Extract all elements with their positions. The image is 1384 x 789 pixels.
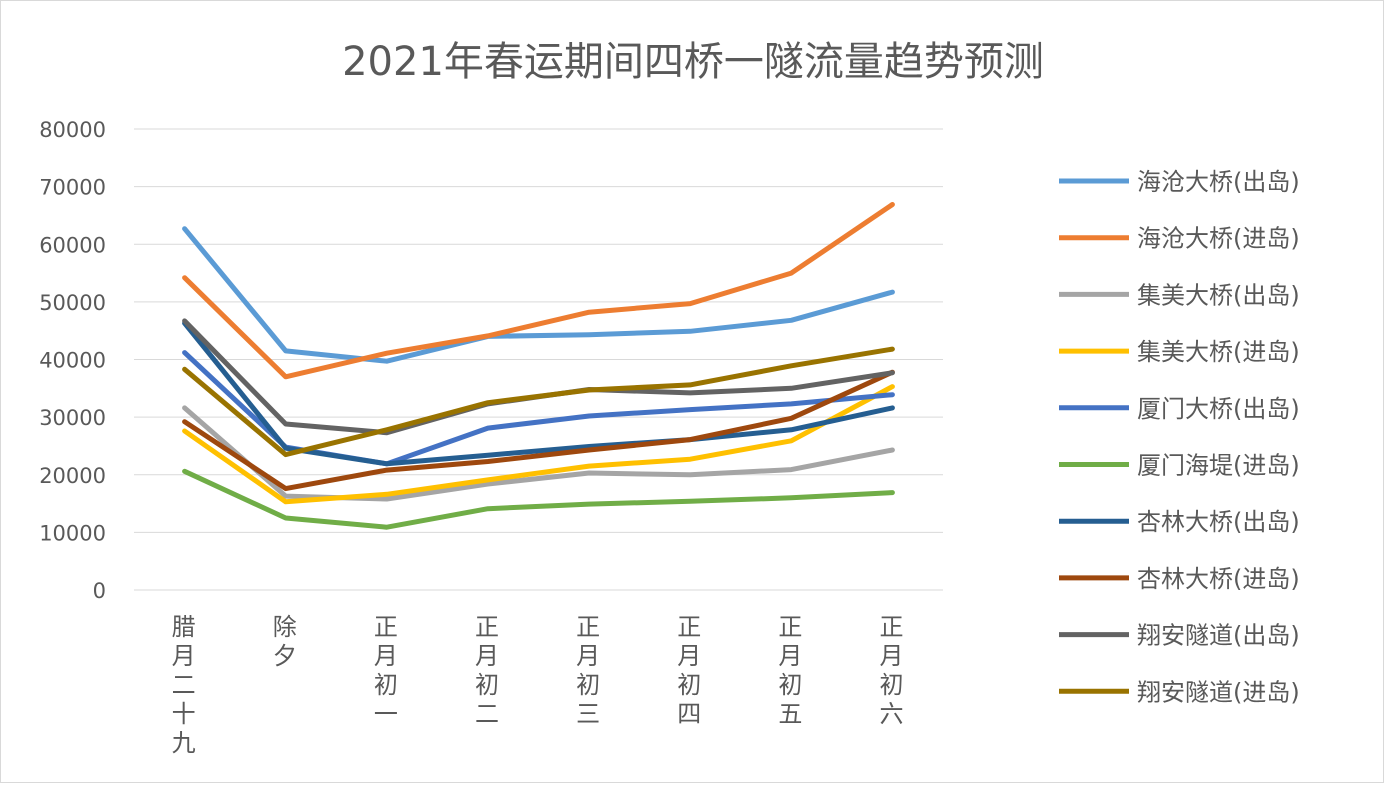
y-tick-label: 10000 [39,521,106,545]
series-line [182,346,895,458]
y-tick-label: 40000 [39,349,106,373]
legend-label: 厦门海堤(进岛) [1137,452,1300,480]
series-line [182,405,895,502]
y-tick-label: 50000 [39,291,106,315]
legend-label: 海沧大桥(进岛) [1137,225,1300,253]
y-tick-label: 30000 [39,406,106,430]
series-line [182,226,895,364]
x-tick-label: 正月初二 [475,613,499,728]
chart-title: 2021年春运期间四桥一隧流量趋势预测 [342,39,1044,85]
x-tick-label: 正月初一 [374,613,398,728]
legend-label: 翔安隧道(进岛) [1137,678,1300,706]
x-tick-label: 正月初五 [778,613,802,728]
legend-label: 海沧大桥(出岛) [1137,168,1300,196]
x-tick-label: 正月初四 [677,613,701,728]
x-tick-label: 正月初三 [576,613,600,728]
legend-label: 翔安隧道(出岛) [1137,622,1300,650]
y-tick-label: 70000 [39,176,106,200]
y-tick-label: 60000 [39,233,106,257]
x-tick-label: 腊月二十九 [172,613,196,757]
y-axis-ticks: 0 10000 20000 30000 40000 50000 60000 70000 8000… [39,118,106,603]
y-tick-label: 80000 [39,118,106,142]
legend-label: 厦门大桥(出岛) [1137,395,1300,423]
plot-area [182,202,895,530]
y-tick-label: 20000 [39,464,106,488]
x-tick-label: 正月初六 [879,613,903,728]
legend: 海沧大桥(出岛) 海沧大桥(进岛) 集美大桥(出岛) 集美大桥(进岛) 厦门大桥(出岛)… [1059,168,1300,706]
legend-label: 杏林大桥(出岛) [1137,508,1300,536]
legend-label: 集美大桥(出岛) [1137,281,1300,309]
series-line [182,384,895,505]
series-line [182,202,895,380]
x-axis-categories: 腊月二十九 除夕 正月初一 正月初二 正月初三 正月初四 正月初五 正月初六 [172,613,904,757]
series-line [182,468,895,530]
legend-label: 集美大桥(进岛) [1137,338,1300,366]
legend-label: 杏林大桥(进岛) [1137,565,1300,593]
y-tick-label: 0 [93,579,106,603]
x-tick-label: 除夕 [273,613,297,670]
series-line [182,369,895,492]
